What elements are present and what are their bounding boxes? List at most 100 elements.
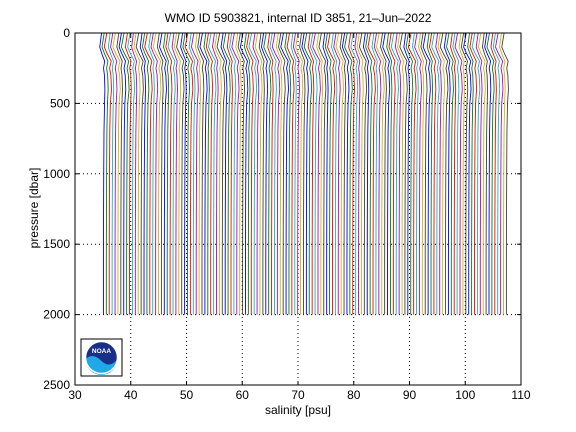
y-tick-label: 1000 bbox=[43, 167, 70, 181]
profile-line bbox=[120, 33, 130, 315]
profile-line bbox=[371, 33, 379, 315]
profile-line bbox=[248, 33, 258, 315]
profile-line bbox=[484, 33, 492, 315]
y-tick-label: 500 bbox=[50, 96, 70, 110]
profile-line bbox=[220, 33, 228, 315]
profile-line bbox=[348, 33, 355, 315]
profile-line bbox=[376, 33, 385, 315]
profile-line bbox=[344, 33, 353, 315]
profile-line bbox=[103, 33, 112, 315]
profile-line bbox=[116, 33, 123, 315]
y-tick-label: 2000 bbox=[43, 308, 70, 322]
x-tick-label: 110 bbox=[511, 388, 530, 402]
profile-line bbox=[135, 33, 144, 315]
profile-line bbox=[152, 33, 162, 315]
profile-line bbox=[303, 33, 313, 315]
profile-line bbox=[399, 33, 408, 315]
profile-line bbox=[422, 33, 431, 315]
profile-line bbox=[182, 33, 191, 315]
profile-series-group bbox=[99, 33, 509, 315]
profile-line bbox=[235, 33, 242, 315]
profile-line bbox=[112, 33, 121, 315]
profile-line bbox=[458, 33, 465, 315]
profile-line bbox=[280, 33, 289, 315]
x-tick-label: 70 bbox=[291, 388, 305, 402]
profile-line bbox=[331, 33, 338, 315]
profile-line bbox=[356, 33, 364, 315]
profile-line bbox=[335, 33, 344, 315]
profile-line bbox=[435, 33, 442, 315]
x-tick-label: 90 bbox=[403, 388, 417, 402]
profile-line bbox=[150, 33, 159, 315]
profile-line bbox=[286, 33, 295, 315]
profile-line bbox=[450, 33, 457, 315]
profile-line bbox=[180, 33, 187, 315]
profile-line bbox=[275, 33, 283, 315]
profile-line bbox=[203, 33, 210, 315]
profile-line bbox=[295, 33, 304, 315]
ticks: 30 40 50 60 70 80 90 100 110 0 500 1000 1500 2000 2500 bbox=[43, 26, 531, 402]
profile-line bbox=[301, 33, 309, 315]
profile-line bbox=[386, 33, 393, 315]
profile-line bbox=[318, 33, 327, 315]
noaa-logo: NOAA bbox=[80, 338, 123, 377]
profile-line bbox=[292, 33, 300, 315]
profile-line bbox=[263, 33, 272, 315]
profile-line bbox=[428, 33, 437, 315]
plot-area: 30 40 50 60 70 80 90 100 110 0 500 1000 1500 2000 2500 bbox=[43, 26, 531, 402]
profile-line bbox=[199, 33, 208, 315]
profile-line bbox=[290, 33, 297, 315]
profile-line bbox=[271, 33, 281, 315]
profile-line bbox=[284, 33, 292, 315]
profile-line bbox=[490, 33, 497, 315]
profile-line bbox=[495, 33, 504, 315]
profile-line bbox=[194, 33, 202, 315]
profile-line bbox=[407, 33, 417, 315]
profile-line bbox=[252, 33, 260, 315]
profile-line bbox=[159, 33, 167, 315]
y-axis-label: pressure [dbar] bbox=[27, 168, 41, 249]
profile-line bbox=[327, 33, 336, 315]
profile-line bbox=[362, 33, 370, 315]
profile-line bbox=[239, 33, 249, 315]
profile-line bbox=[231, 33, 240, 315]
profile-line bbox=[431, 33, 440, 315]
profile-line bbox=[443, 33, 451, 315]
y-tick-label: 0 bbox=[63, 26, 70, 40]
profile-line bbox=[188, 33, 196, 315]
profile-line bbox=[254, 33, 263, 315]
y-tick-label: 1500 bbox=[43, 237, 70, 251]
profile-line bbox=[501, 33, 509, 315]
profile-line bbox=[99, 33, 106, 315]
profile-line bbox=[486, 33, 495, 315]
y-tick-label: 2500 bbox=[43, 378, 70, 392]
profile-line bbox=[333, 33, 341, 315]
profile-line bbox=[463, 33, 472, 315]
x-axis-label: salinity [psu] bbox=[265, 403, 331, 417]
profile-line bbox=[127, 33, 136, 315]
profile-line bbox=[467, 33, 474, 315]
profile-line bbox=[499, 33, 506, 315]
profile-line bbox=[469, 33, 478, 315]
profile-line bbox=[380, 33, 387, 315]
profile-line bbox=[101, 33, 109, 315]
profile-line bbox=[475, 33, 483, 315]
profile-line bbox=[176, 33, 185, 315]
profile-line bbox=[205, 33, 214, 315]
profile-line bbox=[481, 33, 489, 315]
profile-line bbox=[460, 33, 469, 315]
profile-line bbox=[222, 33, 231, 315]
profile-line bbox=[184, 33, 194, 315]
profile-line bbox=[341, 33, 350, 315]
profile-line bbox=[358, 33, 368, 315]
profile-line bbox=[420, 33, 428, 315]
profile-line bbox=[258, 33, 265, 315]
profile-line bbox=[354, 33, 361, 315]
profile-line bbox=[243, 33, 251, 315]
profile-line bbox=[216, 33, 226, 315]
profile-line bbox=[388, 33, 396, 315]
profile-line bbox=[141, 33, 150, 315]
profile-line bbox=[190, 33, 199, 315]
profile-line bbox=[405, 33, 414, 315]
